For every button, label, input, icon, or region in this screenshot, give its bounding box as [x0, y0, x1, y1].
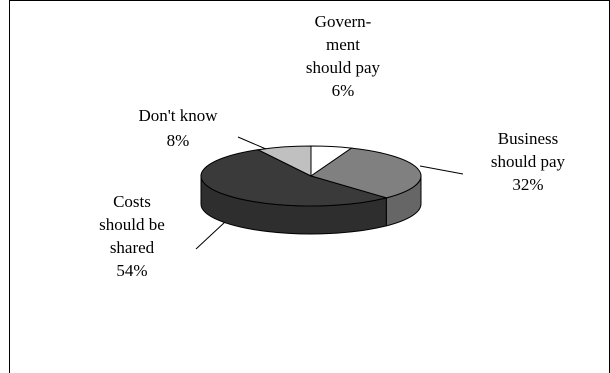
pie-tops [200, 145, 422, 207]
slice-value-label-1: 32% [512, 175, 543, 194]
slice-label-2: should be [99, 215, 165, 234]
slice-value-label-3: 8% [167, 131, 190, 150]
slice-label-1: Business [498, 129, 558, 148]
slice-label-0: should pay [306, 58, 381, 77]
slice-label-2: shared [110, 238, 155, 257]
slice-labels: Govern-ment should pay 6% Business should pa… [99, 12, 565, 280]
pie-slice-3 [256, 145, 312, 177]
pie-slice-1 [309, 147, 422, 199]
leader-line-3 [237, 136, 267, 150]
slice-label-0: ment [326, 35, 360, 54]
leader-lines [195, 136, 464, 250]
slice-label-1: should pay [491, 152, 566, 171]
slice-label-3: Don't know [138, 106, 218, 125]
slice-label-0: Govern- [315, 12, 372, 31]
slice-value-label-0: 6% [332, 81, 355, 100]
pie-slice-2 [200, 149, 389, 207]
leader-line-1 [419, 165, 464, 175]
slice-value-label-2: 54% [116, 261, 147, 280]
leader-line-2 [195, 221, 226, 250]
slice-label-2: Costs [113, 192, 151, 211]
